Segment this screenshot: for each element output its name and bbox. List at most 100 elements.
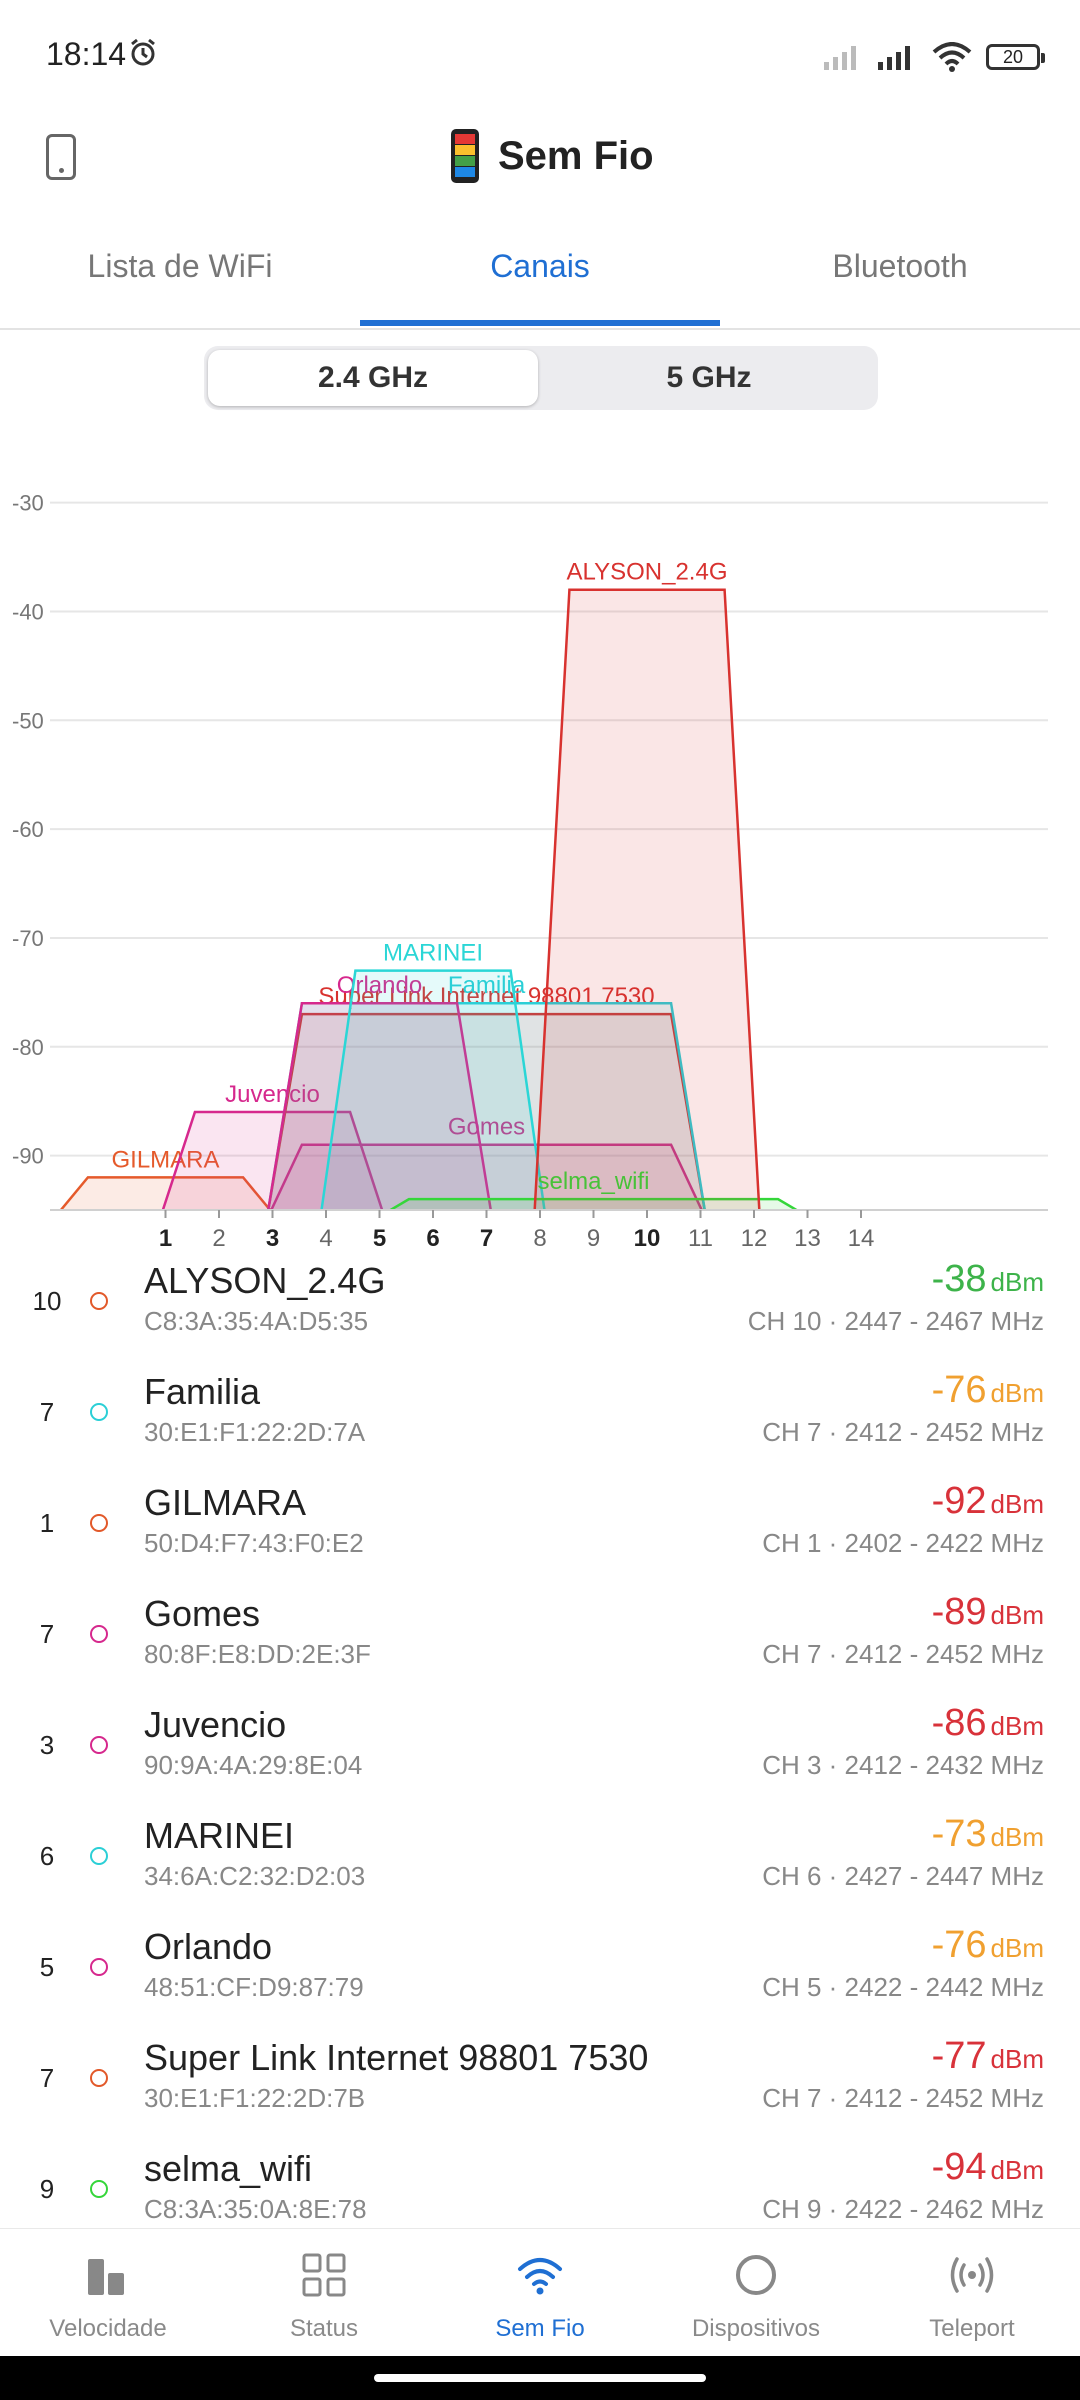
channel-number: 3 bbox=[39, 1730, 55, 1760]
tab-bar: Lista de WiFi Canais Bluetooth bbox=[0, 220, 1080, 330]
list-item[interactable]: 1 GILMARA 50:D4:F7:43:F0:E2 -92 dBm CH 1 · 24… bbox=[0, 1472, 1080, 1583]
network-mac: 30:E1:F1:22:2D:7A bbox=[144, 1417, 366, 1447]
rssi-value: -86 bbox=[931, 1702, 987, 1744]
network-rssi: -94 dBm bbox=[932, 2146, 1044, 2189]
x-tick-label: 14 bbox=[848, 1225, 875, 1250]
band-option-2-4ghz[interactable]: 2.4 GHz bbox=[208, 350, 538, 406]
x-tick-label: 6 bbox=[426, 1225, 439, 1250]
rssi-value: -77 bbox=[931, 2035, 987, 2077]
network-channel-info: CH 7 · 2412 - 2452 MHz bbox=[762, 1417, 1044, 1447]
nav-label-teleport: Teleport bbox=[929, 2315, 1015, 2342]
battery-level: 20 bbox=[1002, 46, 1024, 67]
channel-chart: -30 -40 -50 -60 -70 -80 -90 GILMARA Juvencio Gome… bbox=[12, 491, 1048, 1250]
network-channel-info: CH 7 · 2412 - 2452 MHz bbox=[762, 2083, 1044, 2113]
rssi-unit: dBm bbox=[990, 2044, 1044, 2074]
y-tick-label: -90 bbox=[12, 1144, 44, 1169]
circle-icon bbox=[736, 2255, 776, 2295]
network-band-label: selma_wifi bbox=[537, 1168, 649, 1195]
rssi-unit: dBm bbox=[990, 1711, 1044, 1741]
network-rssi: -89 dBm bbox=[932, 1591, 1044, 1634]
list-item[interactable]: 3 Juvencio 90:9A:4A:29:8E:04 -86 dBm CH 3 · 2… bbox=[0, 1694, 1080, 1805]
network-color-dot bbox=[90, 2069, 108, 2087]
grid-icon bbox=[302, 2253, 346, 2297]
app-logo-icon bbox=[451, 129, 479, 183]
y-tick-label: -40 bbox=[12, 599, 44, 624]
y-tick-label: -70 bbox=[12, 926, 44, 951]
rssi-unit: dBm bbox=[990, 1600, 1044, 1630]
network-channel-info: CH 1 · 2402 - 2422 MHz bbox=[762, 1528, 1044, 1558]
tab-bluetooth[interactable]: Bluetooth bbox=[832, 248, 968, 284]
rssi-value: -94 bbox=[931, 2146, 987, 2188]
network-band bbox=[320, 969, 546, 1210]
list-item[interactable]: 10 ALYSON_2.4G C8:3A:35:4A:D5:35 -38 dBm CH 1… bbox=[0, 1250, 1080, 1361]
x-tick-label: 2 bbox=[212, 1225, 225, 1250]
network-band bbox=[59, 1176, 272, 1210]
channel-number: 7 bbox=[39, 1619, 55, 1649]
network-name: ALYSON_2.4G bbox=[144, 1260, 386, 1301]
network-band bbox=[266, 1001, 493, 1210]
x-tick-label: 1 bbox=[159, 1225, 172, 1250]
rssi-value: -73 bbox=[931, 1813, 987, 1855]
nav-sem-fio[interactable]: Sem Fio bbox=[432, 2229, 648, 2357]
alarm-icon bbox=[131, 38, 155, 66]
network-color-dot bbox=[90, 1625, 108, 1643]
channel-number: 10 bbox=[32, 1286, 62, 1316]
x-tick-label: 4 bbox=[319, 1225, 332, 1250]
nav-velocidade[interactable]: Velocidade bbox=[0, 2229, 216, 2357]
nav-dispositivos[interactable]: Dispositivos bbox=[648, 2229, 864, 2357]
network-mac: 34:6A:C2:32:D2:03 bbox=[144, 1861, 366, 1891]
band-toggle: 2.4 GHz 5 GHz bbox=[204, 346, 878, 410]
x-tick-label: 7 bbox=[480, 1225, 493, 1250]
system-nav-bar bbox=[0, 2356, 1080, 2400]
network-color-dot bbox=[90, 2180, 108, 2198]
x-tick-label: 11 bbox=[688, 1225, 713, 1250]
device-icon[interactable] bbox=[46, 134, 76, 180]
x-tick-label: 3 bbox=[266, 1225, 279, 1250]
network-channel-info: CH 5 · 2422 - 2442 MHz bbox=[762, 1972, 1044, 2002]
network-mac: C8:3A:35:0A:8E:78 bbox=[144, 2194, 367, 2224]
nav-status[interactable]: Status bbox=[216, 2229, 432, 2357]
network-band-label: Juvencio bbox=[225, 1081, 320, 1108]
network-channel-info: CH 7 · 2412 - 2452 MHz bbox=[762, 1639, 1044, 1669]
rssi-value: -38 bbox=[931, 1258, 987, 1300]
app-bar: Sem Fio bbox=[0, 110, 1080, 310]
network-band-label: MARINEI bbox=[383, 940, 483, 967]
home-indicator[interactable] bbox=[374, 2374, 706, 2382]
tab-canais[interactable]: Canais bbox=[490, 248, 590, 284]
network-rssi: -76 dBm bbox=[932, 1369, 1044, 1412]
band-option-5ghz[interactable]: 5 GHz bbox=[666, 361, 752, 394]
network-rssi: -73 dBm bbox=[932, 1813, 1044, 1856]
rssi-unit: dBm bbox=[990, 2155, 1044, 2185]
network-rssi: -86 dBm bbox=[932, 1702, 1044, 1745]
network-band bbox=[161, 1110, 384, 1210]
y-tick-label: -80 bbox=[12, 1035, 44, 1060]
list-item[interactable]: 7 Super Link Internet 98801 7530 30:E1:F1:… bbox=[0, 2027, 1080, 2138]
network-name: GILMARA bbox=[144, 1482, 307, 1523]
network-band-label: Gomes bbox=[448, 1114, 525, 1141]
network-list: 10 ALYSON_2.4G C8:3A:35:4A:D5:35 -38 dBm CH 1… bbox=[0, 1250, 1080, 2249]
title-area: Sem Fio bbox=[450, 128, 654, 184]
network-rssi: -77 dBm bbox=[932, 2035, 1044, 2078]
channel-number: 1 bbox=[39, 1508, 55, 1538]
network-channel-info: CH 10 · 2447 - 2467 MHz bbox=[747, 1306, 1044, 1336]
network-band bbox=[533, 588, 761, 1210]
network-rssi: -76 dBm bbox=[932, 1924, 1044, 1967]
rssi-unit: dBm bbox=[990, 1378, 1044, 1408]
list-item[interactable]: 6 MARINEI 34:6A:C2:32:D2:03 -73 dBm CH 6 · 24… bbox=[0, 1805, 1080, 1916]
network-mac: 80:8F:E8:DD:2E:3F bbox=[144, 1639, 371, 1669]
tab-indicator bbox=[360, 320, 720, 326]
network-band bbox=[388, 1197, 799, 1210]
list-item[interactable]: 9 selma_wifi C8:3A:35:0A:8E:78 -94 dBm CH 9 ·… bbox=[0, 2138, 1080, 2249]
nav-teleport[interactable]: Teleport bbox=[864, 2229, 1080, 2357]
y-tick-label: -30 bbox=[12, 491, 44, 516]
list-item[interactable]: 5 Orlando 48:51:CF:D9:87:79 -76 dBm CH 5 · 24… bbox=[0, 1916, 1080, 2027]
wifi-icon bbox=[518, 2258, 562, 2295]
list-item[interactable]: 7 Familia 30:E1:F1:22:2D:7A -76 dBm CH 7 · 24… bbox=[0, 1361, 1080, 1472]
tab-lista-de-wifi[interactable]: Lista de WiFi bbox=[87, 248, 273, 284]
nav-label-sem-fio: Sem Fio bbox=[495, 2315, 585, 2342]
network-mac: 50:D4:F7:43:F0:E2 bbox=[144, 1528, 364, 1558]
bottom-nav: Velocidade Status Sem Fio Dispositivos bbox=[0, 2228, 1080, 2357]
network-color-dot bbox=[90, 1292, 108, 1310]
rssi-unit: dBm bbox=[990, 1267, 1044, 1297]
list-item[interactable]: 7 Gomes 80:8F:E8:DD:2E:3F -89 dBm CH 7 · 2412… bbox=[0, 1583, 1080, 1694]
